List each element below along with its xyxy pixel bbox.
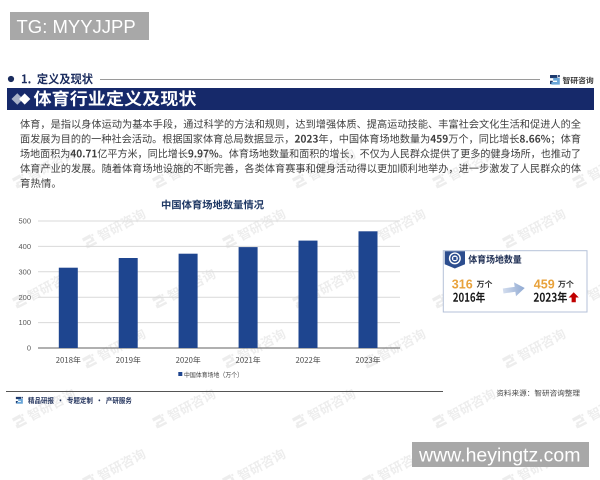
svg-text:100: 100 bbox=[18, 318, 31, 327]
svg-text:400: 400 bbox=[18, 242, 31, 251]
svg-text:200: 200 bbox=[18, 293, 31, 302]
svg-text:TG: MYYJJPP: TG: MYYJJPP bbox=[17, 16, 136, 37]
svg-text:300: 300 bbox=[18, 267, 31, 276]
svg-text:500: 500 bbox=[18, 217, 31, 226]
svg-text:316: 316 bbox=[452, 277, 473, 291]
svg-text:0: 0 bbox=[27, 344, 31, 353]
svg-text:www.heyingtz.com: www.heyingtz.com bbox=[418, 445, 580, 467]
svg-text:459: 459 bbox=[534, 277, 555, 291]
